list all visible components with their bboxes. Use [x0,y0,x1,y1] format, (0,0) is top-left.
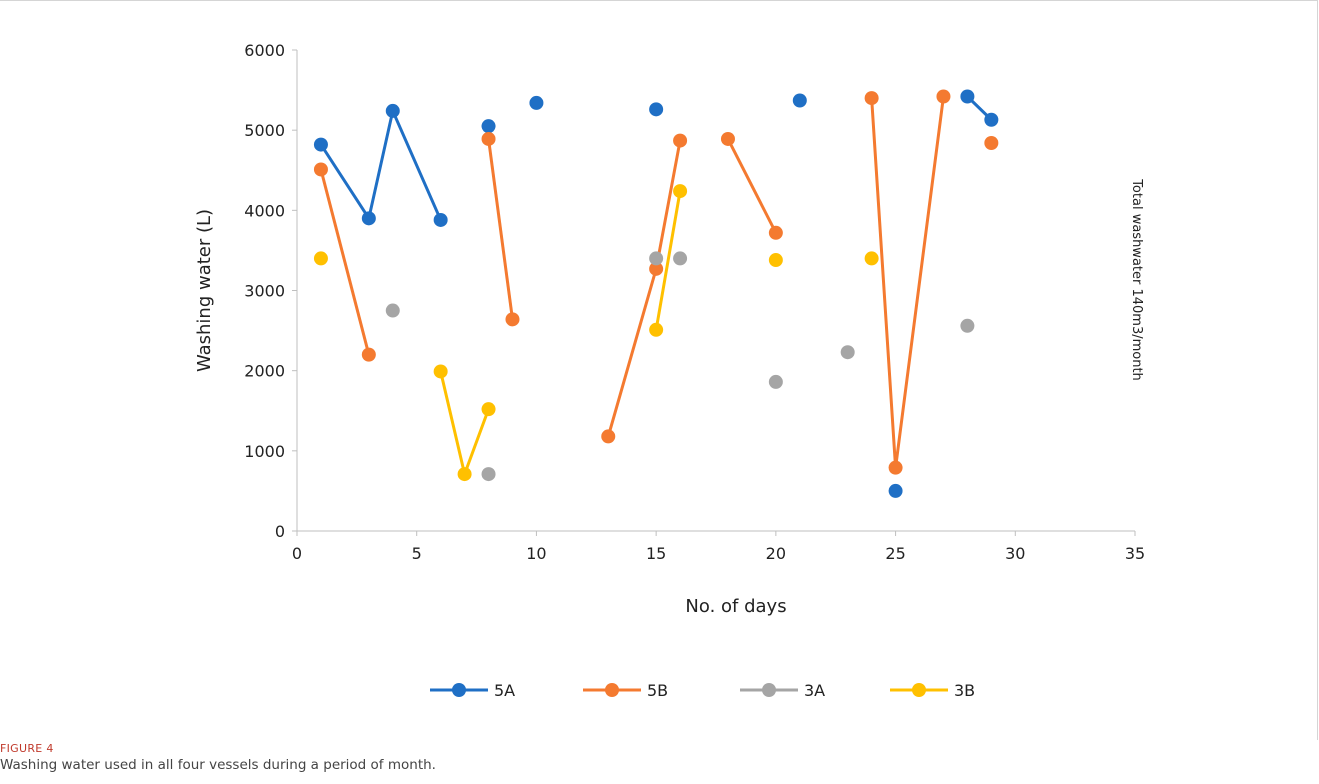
series-5B-line [870,96,945,470]
series-5B-point [936,89,951,104]
y-tick-label: 6000 [244,41,285,60]
figure-caption: FIGURE 4 Washing water used in all four … [0,742,1300,774]
legend-3A-marker [762,683,776,697]
series-5B-point [984,135,999,150]
series-5B-point [481,131,496,146]
series-5A-point [888,483,903,498]
series-3B-point [433,364,448,379]
series-5B-point [361,347,376,362]
series-5A-point [385,103,400,118]
series-3B-line [654,190,682,331]
series-3A-point [649,251,664,266]
x-tick-label: 30 [1005,544,1025,563]
series-5B-point [768,225,783,240]
y-tick-label: 0 [275,522,285,541]
series-5A-point [433,212,448,227]
series-5B-point [505,312,520,327]
series-3B-point [864,251,879,266]
series-3A-point [385,303,400,318]
legend-3A-label: 3A [804,681,825,700]
series-3B-point [481,402,496,417]
series-5B-line [319,169,371,356]
figure-caption-text: Washing water used in all four vessels d… [0,757,436,773]
figure-label: FIGURE 4 [0,742,54,755]
series-5A-point [361,211,376,226]
series-5B-point [313,162,328,177]
figure-frame [0,0,1318,740]
x-tick-label: 10 [526,544,546,563]
series-5B-point [888,460,903,475]
series-5A-point [792,93,807,108]
scatter-line-chart: 0 1000 2000 3000 4000 5000 6000 0 5 10 15 20 25 30 35 N… [194,41,1145,700]
series-5A-point [984,112,999,127]
legend-5A-marker [452,683,466,697]
series-5B-point [864,91,879,106]
series-5A-point [481,119,496,134]
y-tick-label: 1000 [244,442,285,461]
series-5B-point [649,261,664,276]
y-tick-label: 4000 [244,201,285,220]
series-5A-point [960,89,975,104]
legend-3B-label: 3B [954,681,975,700]
series-5B-line [487,138,514,320]
series-3B-point [768,253,783,268]
series-5A-line [319,109,443,221]
series-3A-point [840,345,855,360]
series-3B-line [439,371,490,476]
series-3A-point [960,318,975,333]
legend-5B-label: 5B [647,681,668,700]
series-5A-point [313,137,328,152]
y-tick-label: 5000 [244,121,285,140]
side-annotation: Total washwater 140m3/month [1129,178,1144,381]
series-5B-line [606,140,682,437]
x-tick-label: 25 [885,544,905,563]
series-3B-point [457,467,472,482]
x-tick-label: 5 [412,544,422,563]
x-axis-title: No. of days [685,596,786,617]
legend-5B-marker [605,683,619,697]
series-5B-line [726,138,778,234]
series-3A-point [481,467,496,482]
legend-3B-marker [912,683,926,697]
x-tick-label: 35 [1125,544,1145,563]
series-3B-point [673,184,688,199]
series-3A-point [768,374,783,389]
series-5A-point [649,102,664,117]
x-tick-label: 0 [292,544,302,563]
series-5B-point [673,133,688,148]
y-tick-label: 3000 [244,282,285,301]
y-axis-title: Washing water (L) [194,209,215,372]
series-5B-point [720,131,735,146]
x-tick-label: 20 [766,544,786,563]
y-tick-label: 2000 [244,362,285,381]
series-5B-point [601,429,616,444]
x-tick-label: 15 [646,544,666,563]
series-3B-point [649,322,664,337]
series-5A-point [529,95,544,110]
series-3A-point [673,251,688,266]
series-3B-point [313,251,328,266]
legend-5A-label: 5A [494,681,515,700]
